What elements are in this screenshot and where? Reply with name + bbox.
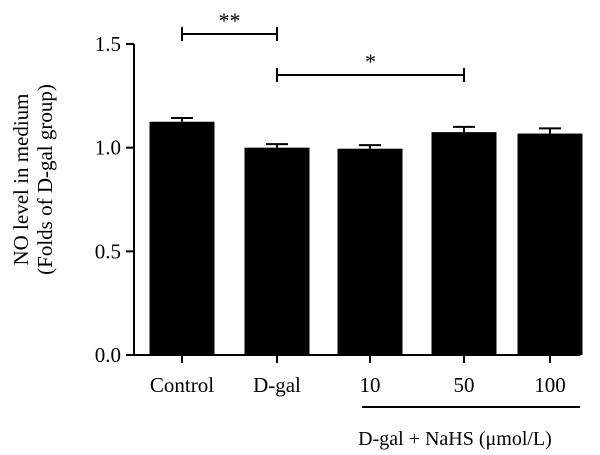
y-tick-label: 1.5 — [95, 32, 121, 56]
x-tick-label: 50 — [454, 373, 475, 397]
treatment-group: D-gal + NaHS (μmol/L) — [358, 406, 580, 450]
y-axis: 0.0 0.5 1.0 1.5 — [95, 32, 135, 367]
bar-100 — [517, 133, 583, 355]
x-tick-label: 10 — [360, 373, 381, 397]
y-tick-label: 1.0 — [95, 136, 121, 160]
significance-label: * — [365, 49, 376, 74]
y-axis-title-line-2: (Folds of D-gal group) — [33, 84, 57, 275]
significance-brackets: *** — [181, 8, 465, 82]
group-label: D-gal + NaHS (μmol/L) — [358, 428, 552, 450]
x-tick-label: D-gal — [253, 373, 301, 397]
y-axis-title-line-1: NO level in medium — [9, 93, 33, 265]
bar-50 — [431, 132, 497, 355]
x-tick-label: 100 — [534, 373, 566, 397]
y-tick-label: 0.5 — [95, 239, 121, 263]
bars — [149, 117, 583, 355]
bar-d-gal — [244, 147, 310, 355]
bar-control — [149, 121, 215, 355]
x-tick-label: Control — [150, 373, 214, 397]
significance-label: ** — [219, 8, 241, 33]
y-axis-title: NO level in medium (Folds of D-gal group… — [9, 84, 57, 275]
x-axis: Control D-gal 10 50 100 — [134, 354, 580, 397]
bar-10 — [337, 148, 403, 355]
y-tick-label: 0.0 — [95, 343, 121, 367]
